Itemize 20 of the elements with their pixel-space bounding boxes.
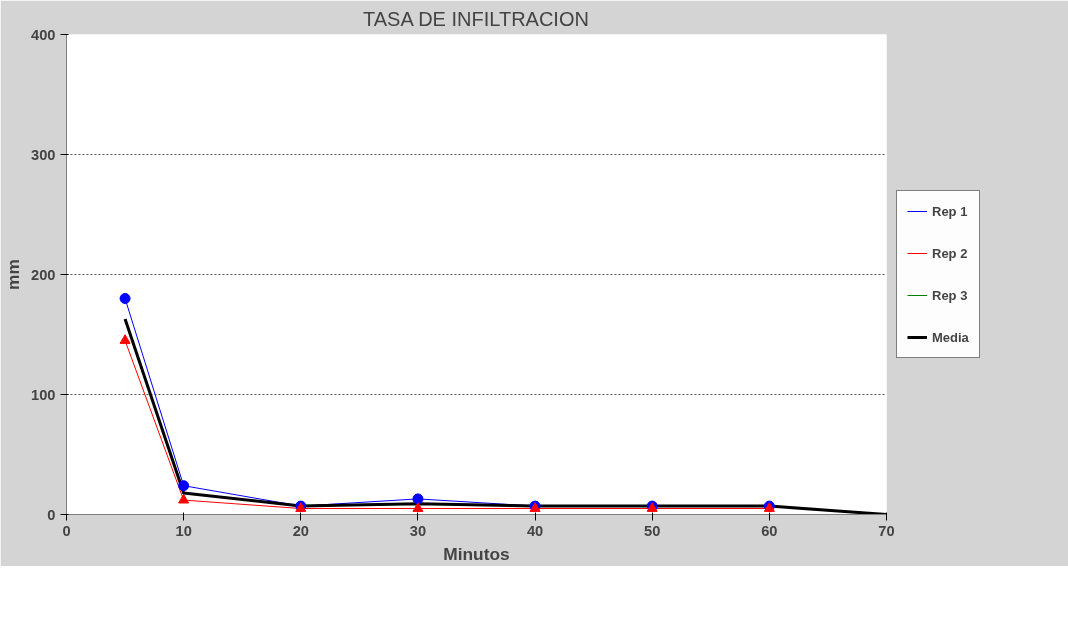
x-tick-label: 50 <box>644 522 661 539</box>
legend-label: Rep 2 <box>932 245 968 261</box>
x-axis-title: Minutos <box>443 543 510 564</box>
legend-label: Rep 3 <box>932 287 968 303</box>
y-tick-label: 0 <box>47 506 56 523</box>
y-tick-label: 100 <box>31 386 56 403</box>
y-tick-label: 400 <box>31 26 56 43</box>
legend-label: Rep 1 <box>932 203 968 219</box>
x-tick-label: 10 <box>175 522 192 539</box>
y-tick-label: 300 <box>31 146 56 163</box>
x-tick-label: 0 <box>62 522 71 539</box>
y-axis-title: mm <box>3 259 24 290</box>
x-tick-label: 30 <box>409 522 427 539</box>
x-tick-label: 60 <box>761 522 778 539</box>
x-tick-label: 70 <box>878 522 895 539</box>
x-tick-label: 20 <box>292 522 309 539</box>
x-tick-label: 40 <box>526 522 544 539</box>
legend-label: Media <box>932 329 969 345</box>
chart-title: TASA DE INFILTRACION <box>362 7 589 30</box>
y-tick-label: 200 <box>31 266 56 283</box>
